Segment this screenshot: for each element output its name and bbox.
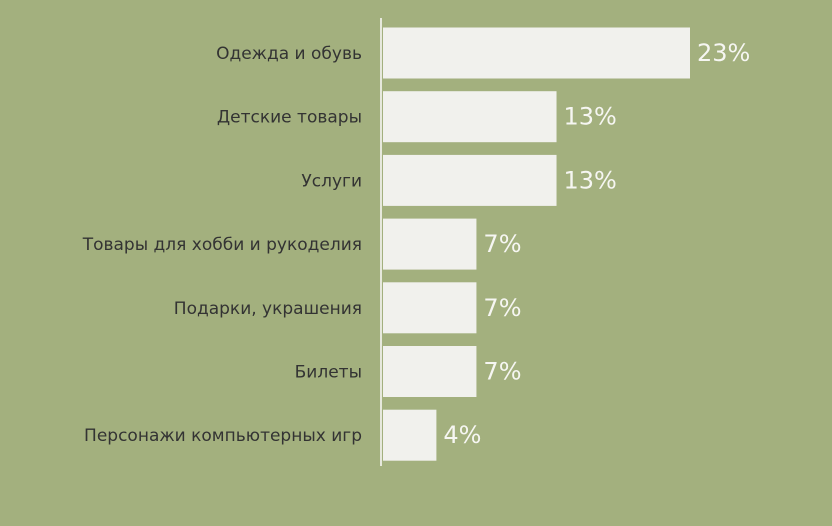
category-label: Подарки, украшения	[174, 299, 362, 319]
value-label: 7%	[483, 230, 521, 258]
bar	[383, 27, 690, 79]
bar	[383, 218, 477, 270]
value-label: 13%	[564, 103, 617, 131]
bar	[383, 346, 477, 397]
category-label: Услуги	[301, 171, 362, 191]
category-label: Одежда и обувь	[216, 44, 362, 64]
category-label: Детские товары	[217, 108, 362, 128]
value-label: 4%	[443, 421, 481, 449]
bar	[383, 282, 477, 334]
category-label: Товары для хобби и рукоделия	[82, 235, 362, 255]
value-label: 23%	[697, 39, 750, 67]
bar	[383, 154, 557, 206]
value-label: 13%	[564, 166, 617, 194]
value-label: 7%	[483, 294, 521, 322]
value-label: 7%	[483, 358, 521, 386]
bar	[383, 409, 437, 461]
category-label: Билеты	[295, 363, 362, 383]
bar	[383, 91, 557, 143]
category-label: Персонажи компьютерных игр	[84, 426, 362, 446]
